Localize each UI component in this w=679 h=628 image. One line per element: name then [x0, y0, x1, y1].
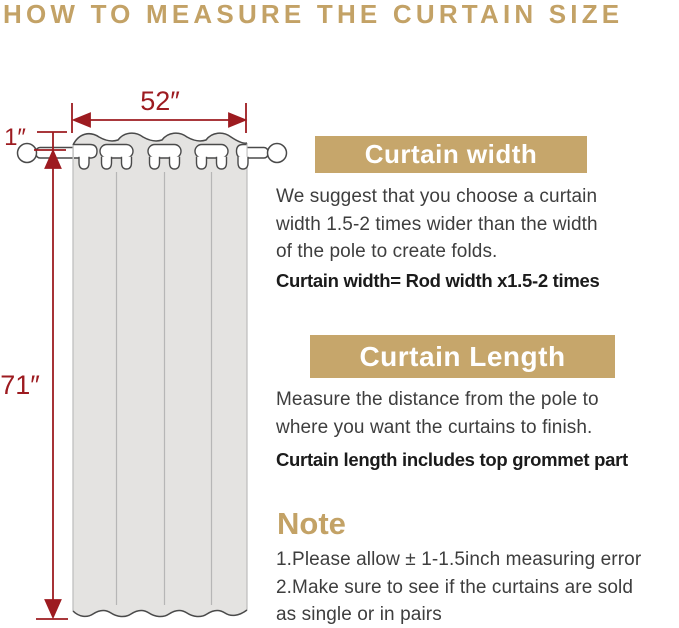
rod-finial-left [16, 142, 38, 164]
curtain-panel [72, 132, 248, 618]
arrowhead-up [44, 148, 62, 169]
curtain-fold-lines [115, 172, 213, 605]
rod-finial-right [266, 142, 288, 164]
curtain-width-description: We suggest that you choose a curtain wid… [276, 186, 598, 262]
grommet-loop [120, 156, 133, 170]
curtain-length-heading: Curtain Length [310, 335, 615, 378]
width-measurement [71, 103, 248, 133]
grommet-loop [195, 156, 208, 170]
grommet-loop [78, 156, 90, 170]
grommet-loop [168, 156, 181, 170]
grommet-loop [148, 156, 161, 170]
grommet-loop [100, 156, 113, 170]
length-measurement-label: 71″ [0, 370, 40, 400]
grommet-slot [74, 143, 98, 159]
grommet-slot [235, 143, 247, 159]
page-title: HOW TO MEASURE THE CURTAIN SIZE [3, 0, 624, 29]
note-list: 1.Please allow ± 1-1.5inch measuring err… [276, 546, 641, 628]
note-item: 1.Please allow ± 1-1.5inch measuring err… [276, 549, 642, 570]
gap-measurement-label: 1″ [4, 124, 26, 151]
note-item: 2.Make sure to see if the curtains are s… [276, 576, 634, 626]
arrowhead-down [44, 599, 62, 620]
grommet-slot [99, 143, 134, 159]
curtain-width-formula: Curtain width= Rod width x1.5-2 times [276, 270, 600, 291]
curtain-bottom-wave [72, 609, 248, 618]
curtain-measurement-diagram: 52″ 1″ 71″ [0, 86, 288, 620]
curtain-length-formula: Curtain length includes top grommet part [276, 449, 628, 470]
curtain-length-description: Measure the distance from the pole to wh… [276, 389, 599, 438]
grommet-slot [194, 143, 229, 159]
note-heading: Note [277, 506, 346, 541]
length-measurement [36, 132, 68, 620]
arrowhead-right [228, 112, 248, 128]
grommet-slot [147, 143, 182, 159]
width-measurement-label: 52″ [140, 86, 180, 116]
grommet-loop [237, 156, 249, 170]
gap-measurement [34, 131, 67, 151]
curtain-top-wave [72, 132, 248, 146]
grommet-loop [215, 156, 228, 170]
grommets [74, 143, 249, 170]
curtain-width-heading: Curtain width [315, 136, 587, 173]
arrowhead-left [71, 112, 91, 128]
